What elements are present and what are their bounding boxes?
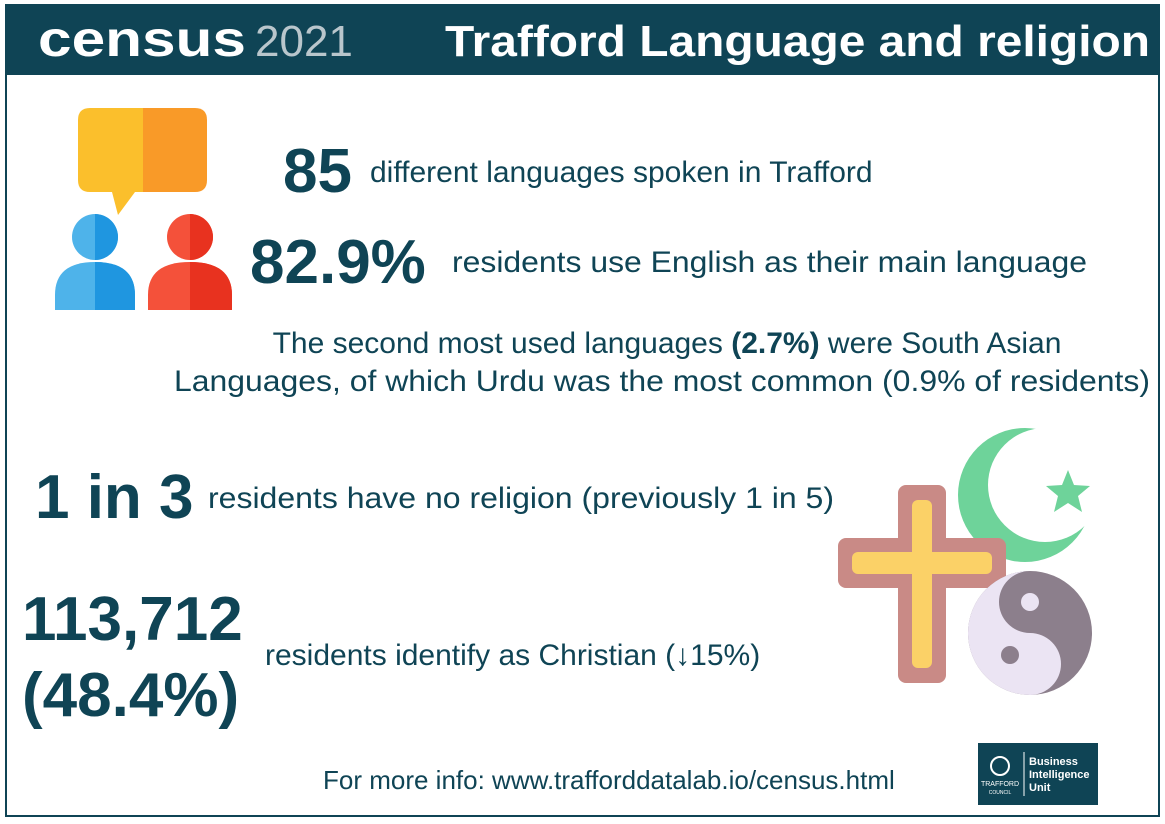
text-span: The second most used languages bbox=[273, 327, 732, 360]
logo-org: TRAFFORD bbox=[981, 781, 1019, 788]
english-text: residents use English as their main lang… bbox=[452, 246, 1087, 279]
no-religion-ratio: 1 in 3 bbox=[35, 463, 194, 532]
footer-info: For more info: www.trafforddatalab.io/ce… bbox=[323, 765, 895, 795]
second-language-line: Languages, of which Urdu was the most co… bbox=[174, 365, 1150, 398]
english-share: 82.9% bbox=[250, 228, 426, 297]
christian-share: (48.4%) bbox=[22, 661, 239, 730]
no-religion-text: residents have no religion (previously 1… bbox=[208, 482, 834, 515]
christian-count: 113,712 bbox=[22, 585, 243, 654]
religion-icon bbox=[838, 428, 1102, 695]
languages-count: 85 bbox=[283, 137, 352, 206]
logo-crest bbox=[990, 756, 1010, 776]
second-language-line: The second most used languages (2.7%) we… bbox=[273, 327, 1062, 360]
logo-council: COUNCIL bbox=[989, 790, 1012, 796]
christian-text: residents identify as Christian (↓15%) bbox=[265, 639, 760, 672]
logo-year: 2021 bbox=[255, 17, 353, 66]
languages-text: different languages spoken in Trafford bbox=[370, 156, 873, 189]
header-bar bbox=[6, 5, 1159, 75]
logo-word: census bbox=[38, 11, 246, 67]
page-title: Trafford Language and religion bbox=[445, 17, 1150, 66]
text-span: were South Asian bbox=[820, 327, 1062, 360]
language-icon bbox=[55, 108, 232, 310]
logo-line: Intelligence bbox=[1029, 769, 1090, 781]
second-share: (2.7%) bbox=[731, 327, 819, 360]
logo-line: Unit bbox=[1029, 782, 1051, 794]
logo-line: Business bbox=[1029, 756, 1078, 768]
